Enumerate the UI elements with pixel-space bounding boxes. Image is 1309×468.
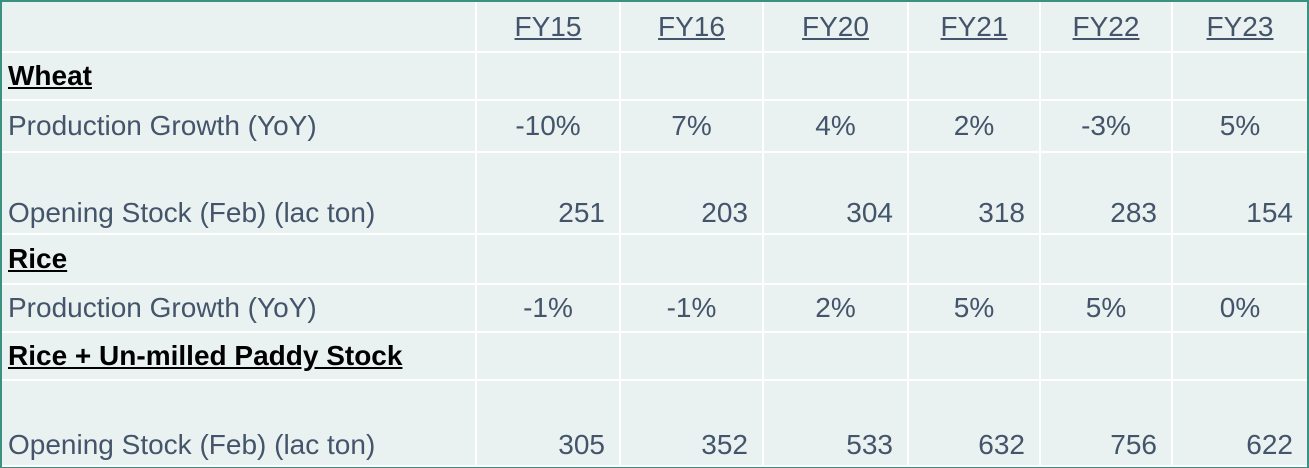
empty-cell xyxy=(1171,331,1307,381)
empty-cell xyxy=(619,331,764,381)
value-cell: 352 xyxy=(619,379,764,467)
row-label: Production Growth (YoY) xyxy=(2,99,477,153)
empty-cell xyxy=(619,233,764,285)
value-cell: 5% xyxy=(1039,283,1173,333)
column-header: FY20 xyxy=(762,2,909,53)
section-title: Wheat xyxy=(2,51,477,101)
column-header: FY23 xyxy=(1171,2,1307,53)
value-cell: -3% xyxy=(1039,99,1173,153)
table-row: Rice xyxy=(2,233,1307,285)
row-label: Production Growth (YoY) xyxy=(2,283,477,333)
value-cell: 533 xyxy=(762,379,909,467)
value-cell: 283 xyxy=(1039,151,1173,235)
table-row: Production Growth (YoY) -10% 7% 4% 2% -3% 5% xyxy=(2,99,1307,153)
empty-cell xyxy=(907,331,1041,381)
value-cell: 203 xyxy=(619,151,764,235)
value-cell: 622 xyxy=(1171,379,1307,467)
row-label: Opening Stock (Feb) (lac ton) xyxy=(2,379,477,467)
empty-cell xyxy=(1171,233,1307,285)
value-cell: 2% xyxy=(907,99,1041,153)
value-cell: 5% xyxy=(1171,99,1307,153)
empty-cell xyxy=(619,51,764,101)
section-title: Rice + Un-milled Paddy Stock xyxy=(2,331,477,381)
empty-cell xyxy=(475,331,621,381)
empty-cell xyxy=(907,233,1041,285)
value-cell: 2% xyxy=(762,283,909,333)
empty-cell xyxy=(1039,331,1173,381)
value-cell: -1% xyxy=(619,283,764,333)
column-header: FY22 xyxy=(1039,2,1173,53)
table-row: Rice + Un-milled Paddy Stock xyxy=(2,331,1307,381)
empty-cell xyxy=(907,51,1041,101)
value-cell: 4% xyxy=(762,99,909,153)
value-cell: 251 xyxy=(475,151,621,235)
empty-cell xyxy=(1171,51,1307,101)
row-label: Opening Stock (Feb) (lac ton) xyxy=(2,151,477,235)
empty-cell xyxy=(1039,51,1173,101)
value-cell: 756 xyxy=(1039,379,1173,467)
table-row: Opening Stock (Feb) (lac ton) 251 203 304 31… xyxy=(2,151,1307,235)
table-row: Production Growth (YoY) -1% -1% 2% 5% 5% 0% xyxy=(2,283,1307,333)
value-cell: 7% xyxy=(619,99,764,153)
table-row: Wheat xyxy=(2,51,1307,101)
value-cell: 154 xyxy=(1171,151,1307,235)
column-header: FY15 xyxy=(475,2,621,53)
empty-cell xyxy=(475,233,621,285)
value-cell: 0% xyxy=(1171,283,1307,333)
column-header: FY21 xyxy=(907,2,1041,53)
empty-cell xyxy=(475,51,621,101)
value-cell: 632 xyxy=(907,379,1041,467)
column-header: FY16 xyxy=(619,2,764,53)
value-cell: 5% xyxy=(907,283,1041,333)
section-title: Rice xyxy=(2,233,477,285)
value-cell: -10% xyxy=(475,99,621,153)
empty-cell xyxy=(1039,233,1173,285)
empty-cell xyxy=(762,51,909,101)
value-cell: 305 xyxy=(475,379,621,467)
empty-cell xyxy=(762,233,909,285)
table-row: Opening Stock (Feb) (lac ton) 305 352 533 63… xyxy=(2,379,1307,467)
value-cell: -1% xyxy=(475,283,621,333)
corner-cell xyxy=(2,2,477,53)
empty-cell xyxy=(762,331,909,381)
value-cell: 318 xyxy=(907,151,1041,235)
table-row: FY15 FY16 FY20 FY21 FY22 FY23 xyxy=(2,2,1307,53)
value-cell: 304 xyxy=(762,151,909,235)
